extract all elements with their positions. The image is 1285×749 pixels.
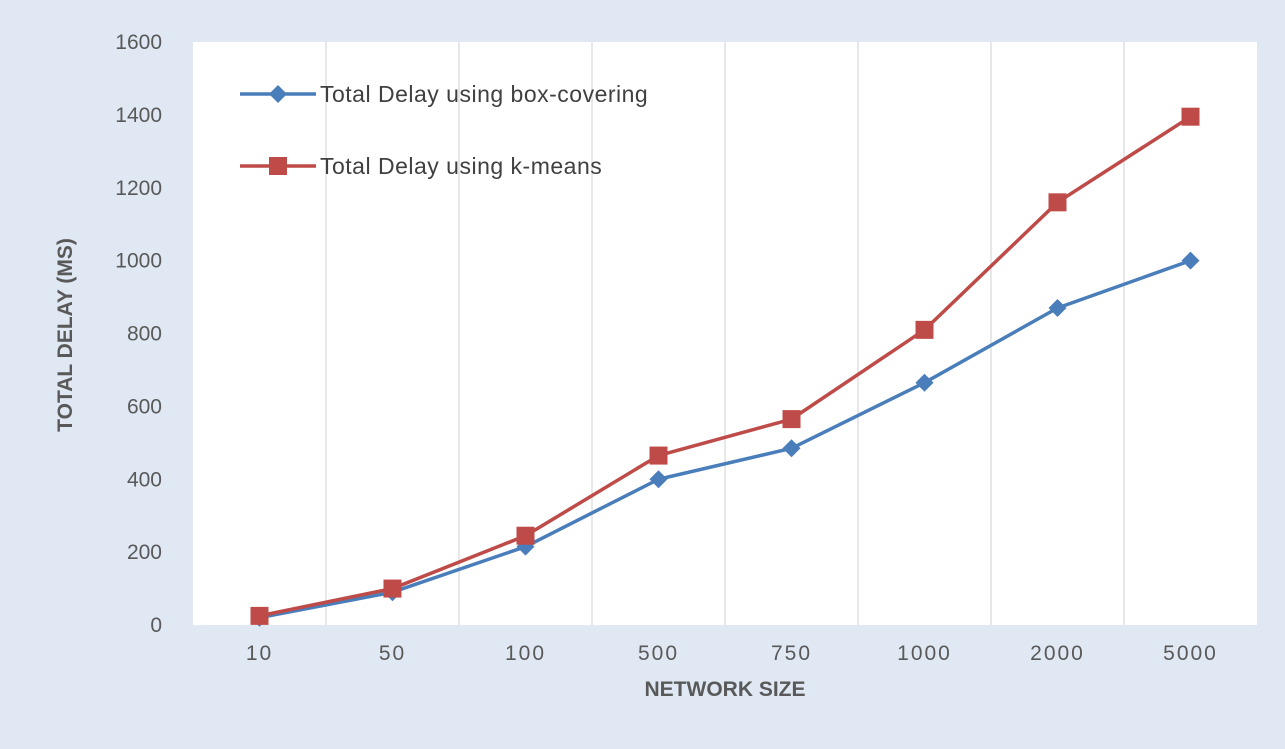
x-axis-ticks: 10 50 100 500 750 1000 2000 5000 <box>246 642 1218 665</box>
y-tick-label: 600 <box>127 395 162 418</box>
x-axis-title: NETWORK SIZE <box>645 678 806 701</box>
x-tick-label: 1000 <box>897 642 952 665</box>
series-group <box>250 107 1200 627</box>
data-point <box>915 373 934 392</box>
data-point <box>1048 193 1067 212</box>
series-2 <box>250 107 1200 625</box>
data-point <box>1181 251 1200 270</box>
grid-lines <box>325 42 1125 625</box>
legend-label: Total Delay using box-covering <box>320 81 648 107</box>
legend-label: Total Delay using k-means <box>320 153 602 179</box>
legend-item: Total Delay using box-covering <box>240 81 648 107</box>
y-tick-label: 1400 <box>115 104 162 127</box>
x-tick-label: 500 <box>638 642 679 665</box>
legend: Total Delay using box-covering Total Dela… <box>240 81 648 179</box>
data-point <box>1181 107 1200 126</box>
data-point <box>649 446 668 465</box>
y-tick-label: 200 <box>127 541 162 564</box>
data-point <box>383 579 402 598</box>
y-axis-ticks: 0 200 400 600 800 1000 1200 1400 1600 <box>115 31 162 637</box>
y-tick-label: 800 <box>127 323 162 346</box>
y-tick-label: 1200 <box>115 177 162 200</box>
data-point <box>915 320 934 339</box>
x-tick-label: 750 <box>771 642 812 665</box>
x-tick-label: 100 <box>505 642 546 665</box>
x-tick-label: 10 <box>246 642 273 665</box>
y-tick-label: 1000 <box>115 250 162 273</box>
y-tick-label: 400 <box>127 468 162 491</box>
data-point <box>649 470 668 489</box>
data-point <box>782 410 801 429</box>
y-axis-title: TOTAL DELAY (MS) <box>54 238 77 432</box>
legend-item: Total Delay using k-means <box>240 153 602 179</box>
y-tick-label: 1600 <box>115 31 162 54</box>
legend-marker <box>269 157 287 175</box>
legend-marker <box>269 85 287 103</box>
data-point <box>1048 298 1067 317</box>
x-tick-label: 50 <box>379 642 406 665</box>
y-tick-label: 0 <box>150 614 162 637</box>
series-line <box>259 258 1192 620</box>
data-point <box>516 526 535 545</box>
x-tick-label: 2000 <box>1030 642 1085 665</box>
x-tick-label: 5000 <box>1163 642 1218 665</box>
data-point <box>250 606 269 625</box>
data-point <box>782 439 801 458</box>
series-line <box>259 115 1192 618</box>
